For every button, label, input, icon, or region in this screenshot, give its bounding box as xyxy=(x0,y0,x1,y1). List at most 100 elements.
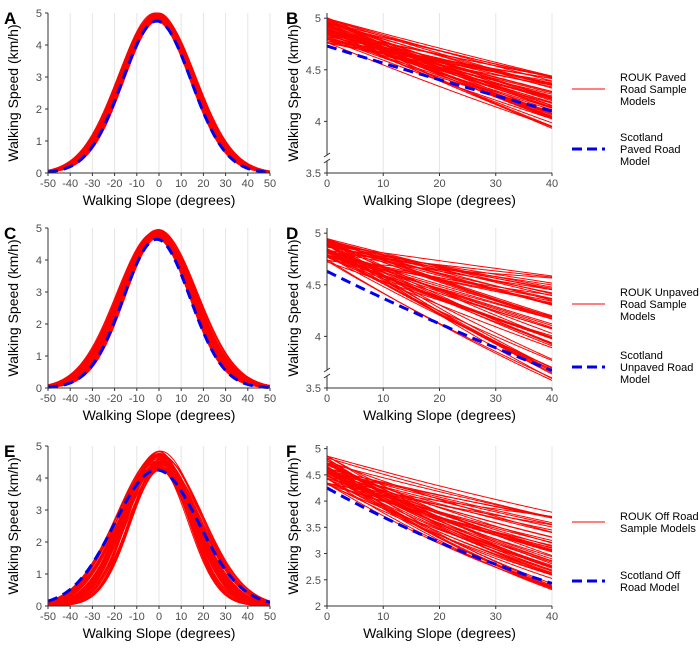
y-tick-label: 4.5 xyxy=(306,470,321,482)
x-axis-title: Walking Slope (degrees) xyxy=(83,625,236,641)
y-axis-title: Walking Speed (km/h) xyxy=(285,239,301,376)
sample-model-line xyxy=(48,462,270,606)
sample-model-line xyxy=(327,260,552,379)
x-tick-label: 10 xyxy=(175,393,187,405)
y-tick-label: 3 xyxy=(36,72,42,84)
legend-label-scotland: Paved Road xyxy=(620,144,681,156)
scotland-model-line xyxy=(327,44,552,113)
x-tick-label: 20 xyxy=(197,393,209,405)
x-tick-label: 50 xyxy=(264,611,276,623)
sample-model-line xyxy=(48,466,270,605)
x-tick-label: 10 xyxy=(377,611,389,623)
x-tick-label: -20 xyxy=(107,393,123,405)
plot-lines xyxy=(48,450,270,607)
sample-model-line xyxy=(327,466,552,588)
y-tick-label: 2 xyxy=(36,319,42,331)
panel-f: 0 10 20 30 40 2 2.5 3 3.5 4 4.5 5 Walking Slope (deg… xyxy=(285,442,558,641)
sample-model-line xyxy=(327,455,552,513)
y-tick-label: 3.5 xyxy=(306,168,321,180)
x-tick-label: -30 xyxy=(84,178,100,190)
x-tick-label: 30 xyxy=(490,178,502,190)
y-tick-label: 0 xyxy=(36,168,42,180)
x-tick-label: 40 xyxy=(242,393,254,405)
y-tick-label: 5 xyxy=(36,441,42,453)
y-axis-title: Walking Speed (km/h) xyxy=(5,457,21,594)
sample-model-line xyxy=(327,483,552,546)
sample-model-line xyxy=(48,235,270,387)
y-axis-title: Walking Speed (km/h) xyxy=(5,239,21,376)
x-axis-title: Walking Slope (degrees) xyxy=(363,625,516,641)
sample-model-line xyxy=(48,464,270,606)
sample-model-line xyxy=(327,19,552,101)
y-tick-label: 5 xyxy=(315,13,321,25)
sample-model-line xyxy=(327,255,552,368)
sample-model-line xyxy=(327,467,552,524)
y-tick-label: 3.5 xyxy=(306,383,321,395)
x-tick-label: 20 xyxy=(433,611,445,623)
x-tick-label: 20 xyxy=(433,393,445,405)
y-tick-label: 4 xyxy=(36,40,42,52)
sample-model-line xyxy=(327,251,552,278)
y-tick-label: 4 xyxy=(315,116,321,128)
sample-model-line xyxy=(327,244,552,347)
sample-model-line xyxy=(327,468,552,588)
panel-c: -50 -40 -30 -20 -10 0 10 20 30 40 50 0 1 2 3 4 5 Walking … xyxy=(4,223,276,423)
plot-lines xyxy=(327,237,552,381)
y-tick-label: 4 xyxy=(36,473,42,485)
scotland-model-line xyxy=(327,270,552,372)
y-tick-label: 0 xyxy=(36,383,42,395)
y-tick-label: 5 xyxy=(315,444,321,456)
legend-label-sample: Sample Models xyxy=(620,523,696,535)
x-tick-label: 30 xyxy=(490,611,502,623)
legend-label-scotland: Unpaved Road xyxy=(620,362,693,374)
x-tick-label: 0 xyxy=(324,178,330,190)
sample-model-line xyxy=(327,244,552,305)
x-tick-label: 10 xyxy=(175,611,187,623)
x-tick-label: 20 xyxy=(197,611,209,623)
y-tick-label: 2 xyxy=(36,104,42,116)
x-tick-label: 40 xyxy=(242,178,254,190)
x-axis-title: Walking Slope (degrees) xyxy=(363,407,516,423)
y-tick-label: 2.5 xyxy=(306,575,321,587)
y-axis-title: Walking Speed (km/h) xyxy=(5,24,21,161)
x-axis-title: Walking Slope (degrees) xyxy=(363,192,516,208)
y-tick-label: 3 xyxy=(36,287,42,299)
x-tick-label: 30 xyxy=(219,611,231,623)
panel-d: 0 10 20 30 40 3.5 4 4.5 5 Walking Slope (degrees)… xyxy=(285,224,558,423)
x-axis-title: Walking Slope (degrees) xyxy=(83,192,236,208)
y-tick-label: 2 xyxy=(36,537,42,549)
scotland-model-line xyxy=(48,468,270,604)
sample-model-line xyxy=(327,259,552,381)
x-tick-label: 30 xyxy=(490,393,502,405)
legend-label-sample: Road Sample xyxy=(620,84,687,96)
axis-break-mark xyxy=(323,367,331,373)
legend-label-sample: ROUK Paved xyxy=(620,72,686,84)
sample-model-line xyxy=(327,23,552,78)
sample-model-line xyxy=(327,20,552,107)
sample-model-line xyxy=(48,455,270,603)
sample-model-line xyxy=(327,239,552,301)
x-tick-label: 10 xyxy=(377,178,389,190)
x-tick-label: -50 xyxy=(40,393,56,405)
legend-label-scotland: Road Model xyxy=(620,582,679,594)
plot-lines xyxy=(48,229,270,390)
axis-break-mark xyxy=(323,152,331,158)
y-tick-label: 3 xyxy=(36,505,42,517)
panel-label: A xyxy=(4,9,16,28)
sample-model-line xyxy=(327,25,552,119)
panel-label: F xyxy=(286,442,296,461)
x-tick-label: 0 xyxy=(156,393,162,405)
x-tick-label: 30 xyxy=(219,393,231,405)
scotland-model-line xyxy=(48,19,270,174)
x-tick-label: 50 xyxy=(264,178,276,190)
x-tick-label: -40 xyxy=(62,178,78,190)
y-tick-label: 4.5 xyxy=(306,65,321,77)
sample-model-line xyxy=(48,234,270,388)
legend-label-sample: ROUK Unpaved xyxy=(620,287,699,299)
y-tick-label: 5 xyxy=(36,223,42,235)
x-tick-label: 40 xyxy=(546,178,558,190)
x-tick-label: -40 xyxy=(62,611,78,623)
sample-model-line xyxy=(48,454,270,607)
x-tick-label: 40 xyxy=(546,393,558,405)
